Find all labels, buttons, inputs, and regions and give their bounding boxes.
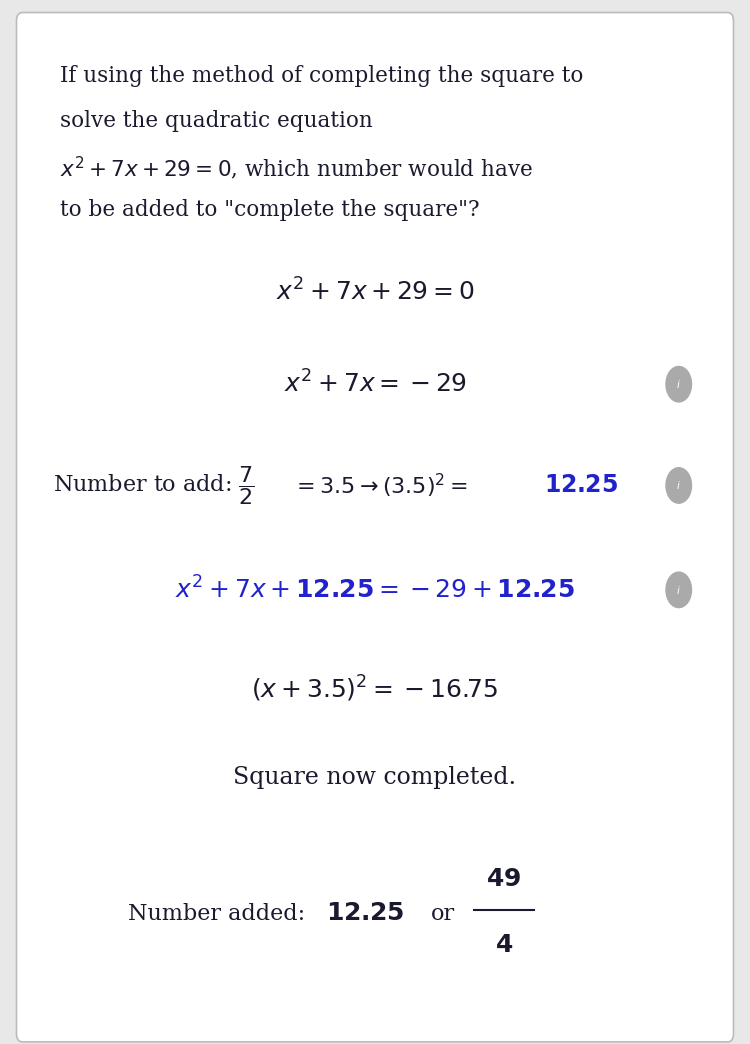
Text: $i$: $i$: [676, 378, 681, 390]
FancyBboxPatch shape: [16, 13, 734, 1042]
Text: $x^2 + 7x = -29$: $x^2 + 7x = -29$: [284, 371, 466, 398]
Text: $= 3.5 \rightarrow (3.5)^2 =$: $= 3.5 \rightarrow (3.5)^2 =$: [292, 471, 469, 500]
Circle shape: [666, 366, 692, 402]
Text: $\mathbf{4}$: $\mathbf{4}$: [495, 933, 513, 956]
Text: to be added to "complete the square"?: to be added to "complete the square"?: [60, 199, 479, 221]
Circle shape: [666, 572, 692, 608]
Text: solve the quadratic equation: solve the quadratic equation: [60, 110, 373, 132]
Text: $x^2 + 7x + 29 = 0$: $x^2 + 7x + 29 = 0$: [276, 279, 474, 306]
Text: $\mathbf{49}$: $\mathbf{49}$: [487, 868, 521, 891]
Text: $x^2 + 7x + \mathbf{12.25} = -29 + \mathbf{12.25}$: $x^2 + 7x + \mathbf{12.25} = -29 + \math…: [175, 576, 575, 603]
Text: Number to add: $\dfrac{7}{2}$: Number to add: $\dfrac{7}{2}$: [53, 464, 254, 507]
Text: or: or: [431, 902, 455, 925]
Text: Number added:: Number added:: [128, 902, 312, 925]
Text: If using the method of completing the square to: If using the method of completing the sq…: [60, 65, 584, 87]
Circle shape: [666, 468, 692, 503]
Text: $i$: $i$: [676, 479, 681, 492]
Text: $i$: $i$: [676, 584, 681, 596]
Text: $\mathbf{12.25}$: $\mathbf{12.25}$: [326, 902, 404, 925]
Text: $(x + 3.5)^2 = -16.75$: $(x + 3.5)^2 = -16.75$: [251, 674, 499, 704]
Text: Square now completed.: Square now completed.: [233, 766, 517, 789]
Text: $\mathbf{12.25}$: $\mathbf{12.25}$: [544, 474, 618, 497]
Text: $x^2 + 7x + 29 = 0$, which number would have: $x^2 + 7x + 29 = 0$, which number would …: [60, 155, 533, 182]
